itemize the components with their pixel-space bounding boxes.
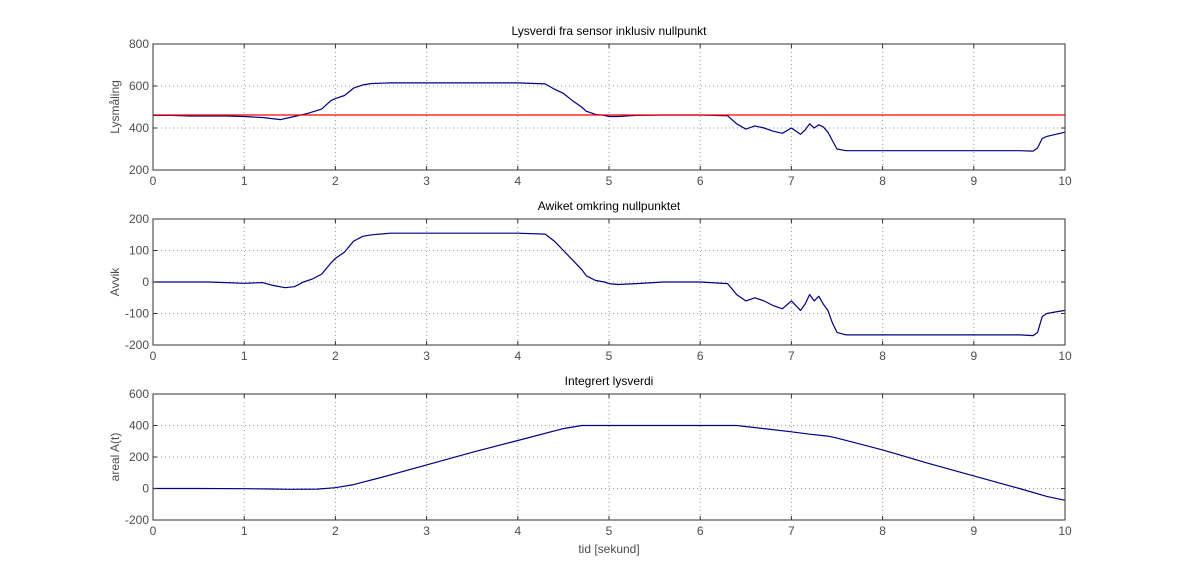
chart-deviation: Awiket omkring nullpunktet Avvik 0 1 2 3 4 5 6… [108, 199, 1072, 363]
x-tick-label: 10 [1058, 524, 1072, 538]
x-tick-label: 9 [970, 524, 977, 538]
x-tick-label: 3 [423, 349, 430, 363]
chart-title: Awiket omkring nullpunktet [538, 199, 681, 213]
x-tick-label: 0 [150, 524, 157, 538]
y-tick-label: 0 [142, 275, 149, 289]
x-tick-label: 6 [697, 349, 704, 363]
x-tick-label: 5 [606, 349, 613, 363]
x-tick-label: 2 [332, 349, 339, 363]
x-axis-label: tid [sekund] [578, 542, 639, 556]
y-tick-label: 0 [142, 482, 149, 496]
x-tick-label: 6 [697, 174, 704, 188]
y-axis-label: Lysmåling [108, 80, 122, 134]
x-tick-label: 1 [241, 174, 248, 188]
chart-title: Integrert lysverdi [565, 374, 654, 388]
x-tick-label: 2 [332, 524, 339, 538]
y-tick-label: -200 [125, 513, 149, 527]
series-line [153, 82, 1066, 152]
x-tick-label: 7 [788, 349, 795, 363]
x-tick-label: 4 [514, 524, 521, 538]
x-tick-label: 7 [788, 174, 795, 188]
x-tick-label: 8 [879, 174, 886, 188]
x-tick-label: 1 [241, 524, 248, 538]
x-tick-label: 7 [788, 524, 795, 538]
x-tick-label: 2 [332, 174, 339, 188]
y-tick-label: 400 [129, 121, 149, 135]
y-axis-label: Avvik [108, 267, 122, 296]
series-line [153, 232, 1066, 337]
y-tick-label: 600 [129, 79, 149, 93]
x-tick-label: 10 [1058, 174, 1072, 188]
x-tick-label: 5 [606, 524, 613, 538]
y-axis-label: areal A(t) [108, 433, 122, 482]
x-tick-label: 1 [241, 349, 248, 363]
x-tick-label: 0 [150, 174, 157, 188]
y-tick-label: -200 [125, 338, 149, 352]
x-tick-label: 4 [514, 349, 521, 363]
series-line [153, 424, 1066, 501]
x-tick-label: 3 [423, 524, 430, 538]
y-tick-label: -100 [125, 307, 149, 321]
chart-title: Lysverdi fra sensor inklusiv nullpunkt [512, 24, 708, 38]
x-tick-label: 6 [697, 524, 704, 538]
x-tick-label: 8 [879, 349, 886, 363]
chart-integrated-value: Integrert lysverdi areal A(t) tid [sekun… [108, 374, 1072, 556]
x-tick-label: 0 [150, 349, 157, 363]
y-tick-label: 200 [129, 163, 149, 177]
x-tick-label: 9 [970, 349, 977, 363]
x-tick-label: 3 [423, 174, 430, 188]
y-tick-label: 400 [129, 419, 149, 433]
x-tick-label: 8 [879, 524, 886, 538]
chart-light-value: Lysverdi fra sensor inklusiv nullpunkt L… [108, 24, 1072, 188]
x-tick-label: 10 [1058, 349, 1072, 363]
x-tick-label: 9 [970, 174, 977, 188]
y-tick-label: 800 [129, 37, 149, 51]
x-tick-label: 4 [514, 174, 521, 188]
y-tick-label: 200 [129, 212, 149, 226]
y-tick-label: 600 [129, 387, 149, 401]
x-tick-label: 5 [606, 174, 613, 188]
y-tick-label: 200 [129, 450, 149, 464]
y-tick-label: 100 [129, 244, 149, 258]
